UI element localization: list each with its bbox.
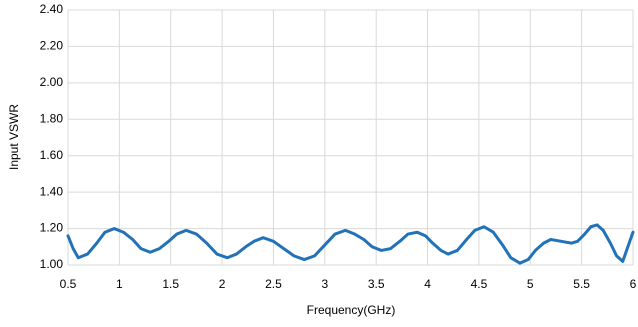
y-tick-label: 1.40	[40, 184, 64, 198]
y-tick-label: 1.80	[40, 111, 64, 125]
x-tick-label: 2.5	[265, 277, 282, 291]
x-tick-label: 1	[116, 277, 123, 291]
x-tick-label: 5.5	[573, 277, 590, 291]
y-tick-label: 1.60	[40, 148, 64, 162]
y-axis-label: Input VSWR	[7, 104, 21, 170]
x-tick-label: 4.5	[471, 277, 488, 291]
x-axis-label: Frequency(GHz)	[307, 303, 396, 317]
x-tick-label: 1.5	[162, 277, 179, 291]
x-tick-label: 3	[321, 277, 328, 291]
x-tick-label: 3.5	[368, 277, 385, 291]
y-tick-label: 2.40	[40, 2, 64, 16]
x-tick-label: 0.5	[60, 277, 77, 291]
y-tick-label: 1.20	[40, 221, 64, 235]
x-tick-label: 2	[219, 277, 226, 291]
y-tick-label: 2.00	[40, 75, 64, 89]
x-tick-label: 5	[527, 277, 534, 291]
y-tick-label: 1.00	[40, 257, 64, 271]
data-line	[66, 223, 635, 265]
y-tick-label: 2.20	[40, 39, 64, 53]
x-tick-label: 4	[424, 277, 431, 291]
x-tick-label: 6	[630, 277, 637, 291]
